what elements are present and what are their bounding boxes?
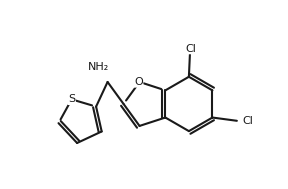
Text: Cl: Cl [185,44,196,54]
Text: S: S [68,94,75,104]
Text: O: O [134,77,143,87]
Text: NH₂: NH₂ [88,62,109,72]
Text: Cl: Cl [243,116,254,126]
